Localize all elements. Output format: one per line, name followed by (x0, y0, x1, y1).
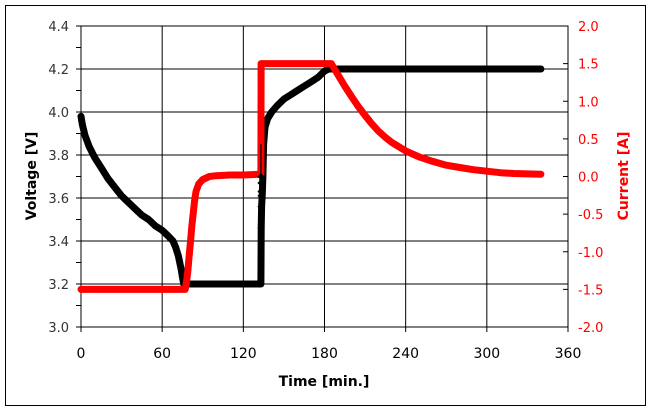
y2-tick-label: 0.5 (578, 133, 599, 148)
y2-tick-label: -0.5 (578, 208, 603, 223)
y2-tick-label: 2.0 (578, 20, 599, 35)
y-tick-label: 3.0 (48, 321, 69, 336)
series-line-voltage (80, 68, 541, 285)
y-axis-left-title: Voltage [V] (24, 132, 40, 221)
y2-tick-label: -1.0 (578, 246, 603, 261)
voltage-marker (257, 172, 265, 181)
x-axis-title: Time [min.] (279, 374, 370, 390)
voltage-marker (257, 179, 265, 187)
y-tick-label: 3.4 (48, 235, 69, 250)
y-tick-label: 4.2 (48, 63, 69, 78)
grid-lines (80, 25, 569, 328)
y2-tick-label: 1.0 (578, 95, 599, 110)
y2-tick-label: 1.5 (578, 58, 599, 73)
y-tick-label: 4.0 (48, 106, 69, 121)
series-markers-voltage (77, 65, 545, 288)
y-axis-right: -2.0 -1.5 -1.0 -0.5 0.0 0.5 1.0 1.5 2.0 (563, 20, 603, 336)
voltage-marker (257, 203, 265, 211)
y-axis-left: 3.0 3.2 3.4 3.6 3.8 4.0 4.2 4.4 (48, 20, 81, 336)
voltage-marker (257, 224, 265, 232)
y-axis-right-title: Current [A] (616, 132, 632, 221)
y-tick-label: 3.6 (48, 192, 69, 207)
series-group (77, 60, 545, 293)
x-tick-label: 180 (311, 346, 338, 362)
x-tick-label: 60 (153, 346, 171, 362)
x-tick-label: 300 (473, 346, 500, 362)
x-tick-label: 120 (230, 346, 257, 362)
series-line-current (81, 62, 541, 290)
x-tick-label: 240 (392, 346, 419, 362)
y-tick-label: 3.8 (48, 149, 69, 164)
y2-tick-label: -2.0 (578, 321, 603, 336)
y2-tick-label: -1.5 (578, 283, 603, 298)
chart-frame (5, 5, 646, 406)
x-axis: 0 60 120 180 240 300 360 (77, 327, 582, 362)
y2-tick-label: 0.0 (578, 171, 599, 186)
series-markers-current (77, 60, 545, 293)
x-tick-label: 360 (555, 346, 582, 362)
voltage-marker (257, 192, 265, 200)
voltage-marker (257, 188, 265, 196)
x-tick-label: 0 (77, 346, 86, 362)
y-tick-label: 4.4 (48, 20, 69, 35)
y-tick-label: 3.2 (48, 278, 69, 293)
